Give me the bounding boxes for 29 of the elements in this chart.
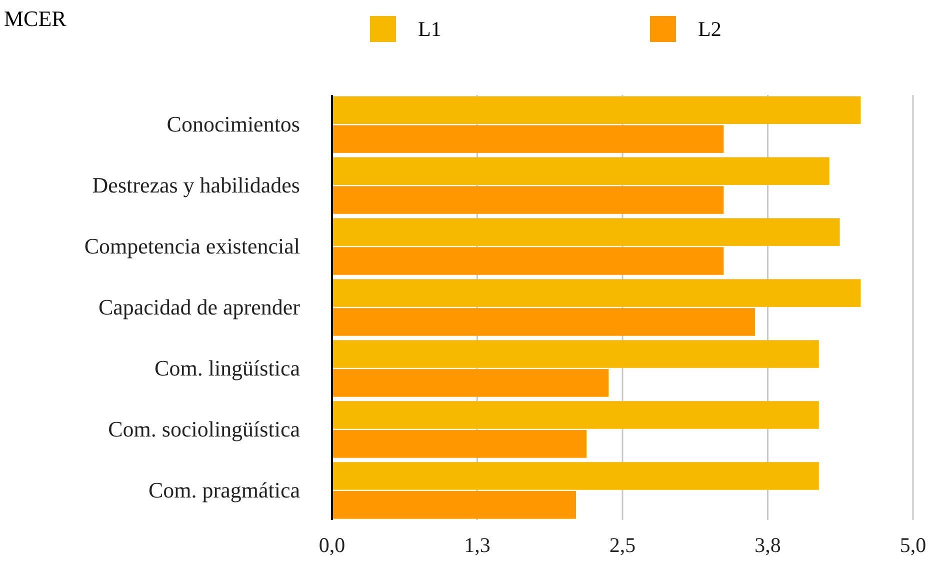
y-tick-label: Competencia existencial <box>84 234 300 259</box>
y-tick-label: Capacidad de aprender <box>98 294 301 320</box>
bar <box>332 96 861 124</box>
bar <box>332 157 830 185</box>
bar <box>332 279 861 307</box>
y-tick-label: Com. sociolingüística <box>108 416 300 442</box>
bar <box>332 218 840 246</box>
bar <box>332 247 724 275</box>
x-tick-label: 0,0 <box>318 533 346 557</box>
y-tick-label: Com. lingüística <box>154 355 300 380</box>
y-tick-label: Destrezas y habilidades <box>92 172 300 198</box>
legend-label: L2 <box>698 17 722 41</box>
bar <box>332 430 586 458</box>
bar <box>332 369 609 397</box>
bar <box>332 340 819 368</box>
legend-label: L1 <box>418 17 442 41</box>
bar <box>332 186 724 214</box>
bar <box>332 462 819 490</box>
bar <box>332 491 576 519</box>
y-tick-label: Com. pragmática <box>148 477 300 502</box>
bar <box>332 401 819 429</box>
y-tick-label: Conocimientos <box>166 112 300 137</box>
x-tick-label: 1,3 <box>464 533 490 557</box>
bar <box>332 125 724 153</box>
x-tick-label: 5,0 <box>900 533 926 557</box>
bar <box>332 308 755 336</box>
x-tick-label: 2,5 <box>609 533 636 557</box>
text: MCER <box>4 6 67 31</box>
x-tick-label: 3,8 <box>754 533 781 557</box>
